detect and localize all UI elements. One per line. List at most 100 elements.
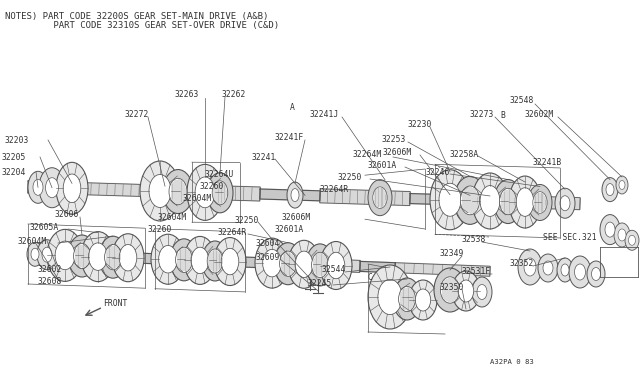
Ellipse shape [494,180,522,224]
Text: 32264U: 32264U [205,170,234,179]
Ellipse shape [280,251,296,276]
Ellipse shape [31,248,39,260]
Ellipse shape [430,170,470,230]
Ellipse shape [606,184,614,196]
Ellipse shape [159,246,177,273]
Polygon shape [240,257,270,268]
Ellipse shape [184,237,216,285]
Ellipse shape [614,223,630,247]
Text: 32606M: 32606M [282,212,311,221]
Ellipse shape [538,254,558,282]
Ellipse shape [409,280,437,320]
Ellipse shape [372,187,387,208]
Text: 32352: 32352 [510,260,534,269]
Text: 32544: 32544 [322,266,346,275]
Ellipse shape [163,170,193,214]
Ellipse shape [440,277,460,303]
Ellipse shape [295,251,313,278]
Ellipse shape [518,249,542,285]
Text: 32250: 32250 [338,173,362,182]
Ellipse shape [170,239,198,281]
Polygon shape [260,189,320,201]
Ellipse shape [618,229,626,241]
Ellipse shape [112,234,144,282]
Text: 32205: 32205 [2,153,26,161]
Text: 32608: 32608 [38,278,62,286]
Ellipse shape [602,177,618,202]
Text: 32230: 32230 [408,119,433,128]
Ellipse shape [555,188,575,218]
Ellipse shape [415,289,431,311]
Ellipse shape [187,164,223,220]
Text: 32602M: 32602M [525,109,554,119]
Ellipse shape [287,182,303,208]
Text: 32349: 32349 [440,250,465,259]
Ellipse shape [616,176,628,194]
Text: 32204: 32204 [2,167,26,176]
Ellipse shape [255,238,289,288]
Text: 32606M: 32606M [383,148,412,157]
Ellipse shape [39,168,65,208]
Ellipse shape [191,247,209,274]
Text: 32602: 32602 [38,266,62,275]
Ellipse shape [569,256,591,288]
Polygon shape [450,194,580,210]
Text: 32272: 32272 [125,109,149,119]
Text: 32606: 32606 [55,209,79,218]
Text: 32601A: 32601A [368,160,397,170]
Ellipse shape [202,241,228,281]
Ellipse shape [543,261,553,275]
Ellipse shape [169,178,187,205]
Ellipse shape [528,185,552,221]
Ellipse shape [561,264,569,276]
Ellipse shape [368,180,392,216]
Ellipse shape [74,243,90,269]
Ellipse shape [460,186,479,215]
Polygon shape [270,257,360,272]
Ellipse shape [89,243,108,270]
Text: 32548: 32548 [510,96,534,105]
Ellipse shape [27,242,43,266]
Ellipse shape [454,176,486,224]
Ellipse shape [47,230,83,281]
Ellipse shape [119,244,137,271]
Polygon shape [28,249,60,260]
Ellipse shape [312,252,328,278]
Polygon shape [130,253,165,264]
Ellipse shape [45,178,58,198]
Ellipse shape [175,247,193,272]
Ellipse shape [151,234,185,284]
Ellipse shape [214,238,246,286]
Polygon shape [320,189,410,206]
Text: 32604: 32604 [256,240,280,248]
Text: NOTES) PART CODE 32200S GEAR SET-MAIN DRIVE (A&B): NOTES) PART CODE 32200S GEAR SET-MAIN DR… [5,12,268,21]
Text: 32601A: 32601A [275,224,304,234]
Ellipse shape [591,267,600,280]
Text: 32264M: 32264M [353,150,382,158]
Ellipse shape [452,271,480,311]
Ellipse shape [56,162,88,214]
Ellipse shape [274,243,302,285]
Text: 32241J: 32241J [310,109,339,119]
Polygon shape [195,185,260,201]
Ellipse shape [480,186,500,217]
Polygon shape [395,263,490,276]
Text: 32241B: 32241B [533,157,563,167]
Ellipse shape [557,258,573,282]
Text: 32273: 32273 [470,109,494,119]
Ellipse shape [306,244,334,286]
Text: 32604M: 32604M [183,193,212,202]
Text: 32531F: 32531F [462,267,492,276]
Ellipse shape [327,252,345,279]
Ellipse shape [516,188,534,217]
Ellipse shape [207,249,223,273]
Text: 32258A: 32258A [450,150,479,158]
Polygon shape [60,250,130,263]
Ellipse shape [628,235,636,245]
Ellipse shape [439,183,461,216]
Text: SEE SEC.321: SEE SEC.321 [543,232,596,241]
Ellipse shape [575,264,586,280]
Text: 32605A: 32605A [30,222,60,231]
Ellipse shape [605,222,615,237]
Polygon shape [360,262,395,273]
